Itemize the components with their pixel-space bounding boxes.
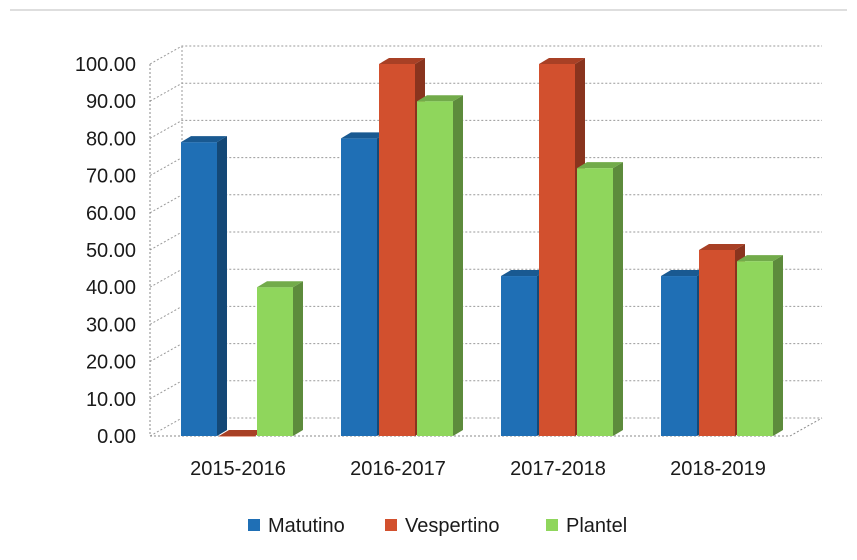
- y-tick-label: 30.00: [86, 314, 136, 336]
- legend-item-plantel: Plantel: [546, 515, 627, 537]
- y-tick-label: 80.00: [86, 128, 136, 150]
- gridline: [149, 82, 822, 102]
- y-tick-label: 0.00: [97, 426, 136, 448]
- y-tick-label: 40.00: [86, 277, 136, 299]
- bar-plantel-2015-2016: [257, 281, 303, 436]
- bar-plantel-2016-2017: [417, 95, 463, 436]
- gridline: [149, 194, 822, 214]
- y-tick-label: 90.00: [86, 91, 136, 113]
- legend: Matutino Vespertino Plantel: [248, 515, 627, 537]
- legend-label: Plantel: [566, 515, 627, 537]
- legend-swatch: [385, 519, 397, 531]
- y-tick-label: 50.00: [86, 240, 136, 262]
- bar-plantel-2018-2019: [737, 255, 783, 436]
- gridline: [149, 119, 822, 139]
- legend-label: Matutino: [268, 515, 345, 537]
- y-tick-label: 70.00: [86, 166, 136, 188]
- y-tick-label: 20.00: [86, 352, 136, 374]
- y-tick-label: 10.00: [86, 389, 136, 411]
- bars: [181, 58, 783, 437]
- x-tick-label: 2018-2019: [670, 458, 766, 480]
- gridline: [149, 45, 822, 65]
- y-axis: 0.00 10.00 20.00 30.00 40.00 50.00 60.00 70.00 8…: [75, 54, 136, 448]
- legend-item-matutino: Matutino: [248, 515, 345, 537]
- bar-vespertino-2015-2016: [219, 430, 265, 437]
- x-axis-labels: 2015-2016 2016-2017 2017-2018 2018-2019: [190, 458, 766, 480]
- y-tick-label: 100.00: [75, 54, 136, 76]
- y-tick-label: 60.00: [86, 203, 136, 225]
- x-tick-label: 2015-2016: [190, 458, 286, 480]
- x-tick-label: 2017-2018: [510, 458, 606, 480]
- legend-swatch: [546, 519, 558, 531]
- legend-swatch: [248, 519, 260, 531]
- legend-label: Vespertino: [405, 515, 500, 537]
- gridline: [149, 157, 822, 177]
- x-tick-label: 2016-2017: [350, 458, 446, 480]
- bar-matutino-2015-2016: [181, 136, 227, 436]
- bar-plantel-2017-2018: [577, 162, 623, 436]
- legend-item-vespertino: Vespertino: [385, 515, 500, 537]
